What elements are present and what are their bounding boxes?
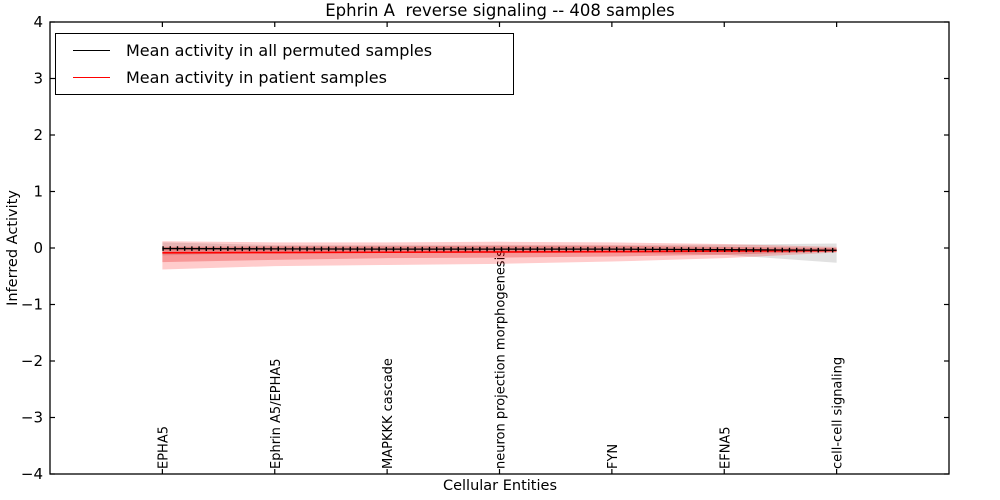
x-tick-label: MAPKKK cascade [381, 358, 396, 469]
x-axis-label: Cellular Entities [442, 478, 558, 494]
y-tick-label: 3 [33, 70, 43, 88]
x-tick-label: neuron projection morphogenesis [494, 250, 509, 469]
y-tick-label: −1 [21, 296, 43, 314]
permuted-mean-point-markers [162, 246, 837, 253]
x-tick-label: EFNA5 [718, 426, 733, 469]
y-tick-label: 2 [33, 126, 43, 144]
legend-item-permuted: Mean activity in all permuted samples [56, 41, 513, 60]
legend-item-patient: Mean activity in patient samples [56, 68, 513, 87]
legend-line-sample-black [73, 50, 110, 52]
x-tick-label: cell-cell signaling [831, 357, 846, 469]
y-tick-label: −4 [21, 465, 43, 483]
legend-label-patient: Mean activity in patient samples [126, 67, 387, 87]
legend-label-permuted: Mean activity in all permuted samples [126, 41, 433, 61]
y-tick-label: 4 [33, 13, 43, 31]
y-tick-label: −2 [21, 352, 43, 370]
chart-title: Ephrin A reverse signaling -- 408 sample… [325, 1, 675, 20]
x-tick-label: Ephrin A5/EPHA5 [269, 358, 284, 469]
patient-std-band-outer [162, 241, 837, 270]
x-tick-label: EPHA5 [156, 426, 171, 469]
y-tick-label: 0 [33, 239, 43, 257]
y-tick-label: 1 [33, 183, 43, 201]
legend: Mean activity in all permuted samples Me… [55, 33, 514, 95]
x-tick-label: FYN [606, 444, 621, 469]
y-tick-label: −3 [21, 409, 43, 427]
y-axis-label: Inferred Activity [5, 190, 21, 306]
legend-line-sample-red [73, 76, 110, 78]
